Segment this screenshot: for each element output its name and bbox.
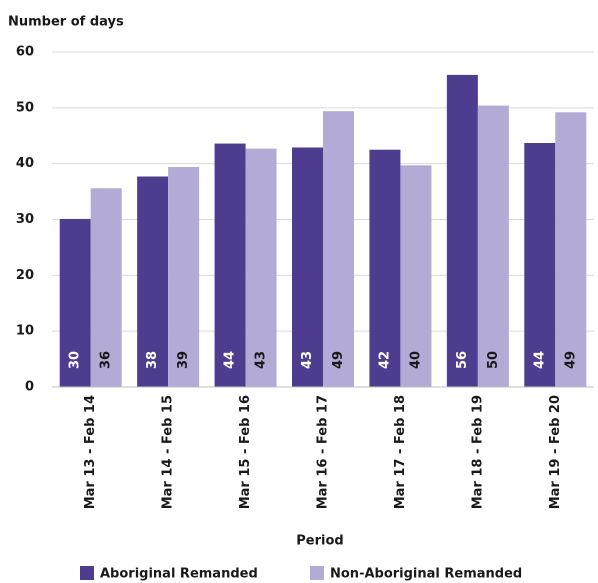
- data-label: 49: [331, 351, 346, 369]
- bar: [214, 143, 246, 387]
- x-tick-label: Mar 15 - Feb 16: [238, 395, 253, 509]
- bar: [137, 176, 169, 387]
- x-axis-title: Period: [296, 534, 343, 549]
- bar: [369, 149, 401, 387]
- bar: [555, 112, 587, 388]
- bar: [446, 74, 478, 388]
- x-tick-label: Mar 18 - Feb 19: [470, 395, 485, 509]
- y-tick-label: 30: [16, 212, 34, 227]
- data-label: 42: [377, 351, 392, 369]
- bar: [59, 218, 91, 387]
- data-label: 56: [455, 351, 470, 369]
- bar: [524, 143, 556, 387]
- x-tick-label: Mar 13 - Feb 14: [83, 395, 98, 509]
- legend-swatch: [310, 566, 324, 580]
- x-tick-label: Mar 14 - Feb 15: [161, 395, 176, 509]
- x-tick-label: Mar 19 - Feb 20: [548, 395, 563, 509]
- y-tick-label: 60: [16, 45, 34, 60]
- y-tick-label: 0: [25, 380, 34, 395]
- bar: [323, 111, 354, 387]
- y-tick-label: 10: [16, 324, 34, 339]
- data-label: 44: [223, 351, 238, 369]
- legend-swatch: [80, 566, 94, 580]
- bar: [477, 105, 509, 387]
- data-label: 30: [68, 351, 83, 369]
- data-label: 44: [532, 351, 547, 369]
- data-label: 36: [99, 351, 114, 369]
- bar: [292, 147, 323, 387]
- data-label: 50: [486, 351, 501, 369]
- y-axis-title: Number of days: [8, 15, 124, 30]
- data-label: 43: [300, 351, 315, 369]
- x-tick-label: Mar 16 - Feb 17: [316, 395, 331, 509]
- bar: [400, 165, 432, 387]
- bar: [90, 188, 122, 387]
- data-label: 43: [254, 351, 269, 369]
- y-tick-label: 50: [16, 100, 34, 115]
- bar: [168, 167, 200, 387]
- data-label: 49: [563, 351, 578, 369]
- data-label: 38: [145, 351, 160, 369]
- y-tick-label: 20: [16, 268, 34, 283]
- legend-label: Aboriginal Remanded: [100, 567, 258, 582]
- data-label: 40: [408, 351, 423, 369]
- legend-label: Non-Aboriginal Remanded: [330, 567, 522, 582]
- bar: [245, 148, 277, 387]
- x-tick-label: Mar 17 - Feb 18: [393, 395, 408, 509]
- y-tick-label: 40: [16, 156, 34, 171]
- data-label: 39: [176, 351, 191, 369]
